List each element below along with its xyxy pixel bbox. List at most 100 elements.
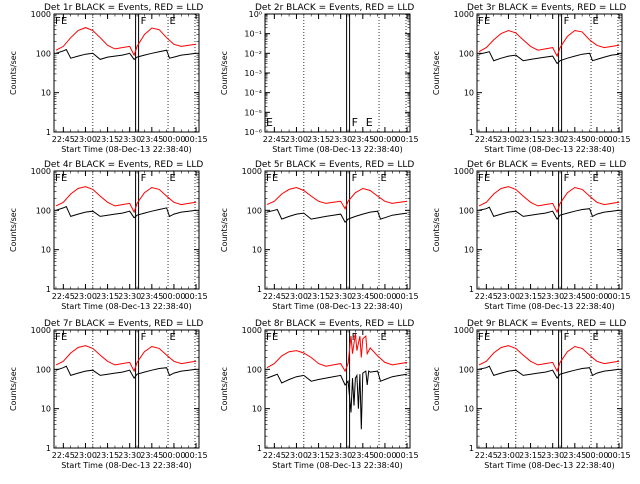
event-marker-label: F [478, 16, 484, 27]
chart-title: Det 9r BLACK = Events, RED = LLD [467, 319, 626, 329]
y-tick-label: 1 [46, 285, 51, 294]
chart-panel: Det 2r BLACK = Events, RED = LLD Counts/s… [220, 3, 419, 154]
x-tick-label: 00:15 [396, 451, 419, 460]
x-axis-label: Start Time (08-Dec-13 22:38:40) [272, 145, 403, 154]
events-series-line [478, 51, 620, 65]
x-tick-label: 00:00 [162, 135, 185, 144]
x-tick-label: 22:45 [52, 451, 75, 460]
event-marker-label: F [141, 332, 147, 343]
y-tick-label: 10⁻⁵ [244, 108, 262, 117]
x-tick-label: 23:00 [285, 451, 308, 460]
y-tick-label: 1000 [31, 167, 51, 176]
event-marker-label: F [564, 16, 570, 27]
y-tick-label: 100 [36, 365, 51, 374]
y-tick-label: 100 [36, 206, 51, 215]
x-tick-label: 00:00 [373, 135, 396, 144]
x-tick-label: 23:15 [519, 135, 542, 144]
event-marker-label: F [141, 173, 147, 184]
x-tick-label: 23:15 [307, 135, 330, 144]
event-marker-label: E [61, 332, 67, 343]
event-marker-label: E [381, 332, 387, 343]
y-axis-label: Counts/sec [9, 367, 18, 411]
x-tick-label: 00:15 [608, 135, 631, 144]
x-tick-label: 00:00 [585, 135, 608, 144]
chart-panel: Det 6r BLACK = Events, RED = LLD Counts/s… [432, 160, 631, 311]
chart-panel: Det 3r BLACK = Events, RED = LLD Counts/s… [432, 3, 631, 154]
x-tick-label: 22:45 [52, 135, 75, 144]
y-tick-label: 10⁻³ [244, 69, 262, 78]
x-tick-label: 23:30 [329, 292, 352, 301]
y-tick-label: 10⁰ [249, 10, 262, 19]
event-marker-label: F [352, 173, 358, 184]
event-marker-label: E [366, 116, 373, 129]
x-tick-label: 23:00 [497, 292, 520, 301]
event-marker-label: E [484, 16, 490, 27]
chart-panel: Det 5r BLACK = Events, RED = LLD Counts/s… [220, 160, 419, 311]
events-series-line [55, 48, 197, 61]
x-tick-label: 23:15 [307, 451, 330, 460]
event-marker-label: F [478, 332, 484, 343]
x-tick-label: 23:30 [118, 135, 141, 144]
x-axis-label: Start Time (08-Dec-13 22:38:40) [484, 302, 615, 311]
y-tick-label: 10 [41, 246, 51, 255]
y-tick-label: 1000 [454, 167, 474, 176]
event-marker-label: E [593, 332, 599, 343]
y-axis-label: Counts/sec [220, 51, 229, 95]
event-marker-label: F [141, 16, 147, 27]
event-marker-label: E [272, 173, 278, 184]
y-tick-label: 1 [257, 285, 262, 294]
chart-title: Det 2r BLACK = Events, RED = LLD [255, 3, 414, 13]
y-tick-label: 10⁻⁶ [244, 128, 262, 137]
y-tick-label: 10 [464, 405, 474, 414]
y-axis-label: Counts/sec [220, 208, 229, 252]
x-axis-label: Start Time (08-Dec-13 22:38:40) [272, 302, 403, 311]
y-axis-label: Counts/sec [9, 208, 18, 252]
event-marker-label: E [170, 16, 176, 27]
x-tick-label: 23:15 [96, 292, 119, 301]
x-tick-label: 23:00 [285, 292, 308, 301]
x-tick-label: 23:00 [74, 135, 97, 144]
x-tick-label: 22:45 [52, 292, 75, 301]
y-tick-label: 1000 [31, 10, 51, 19]
y-tick-label: 10 [252, 246, 262, 255]
events-series-line [266, 208, 408, 224]
x-axis-label: Start Time (08-Dec-13 22:38:40) [61, 302, 192, 311]
x-tick-label: 23:30 [541, 292, 564, 301]
x-tick-label: 23:30 [329, 451, 352, 460]
x-tick-label: 00:00 [373, 451, 396, 460]
events-series-line [55, 365, 197, 380]
x-tick-label: 22:45 [263, 135, 286, 144]
x-tick-label: 23:00 [74, 451, 97, 460]
x-tick-label: 22:45 [263, 451, 286, 460]
lld-series-line [478, 186, 620, 214]
x-tick-label: 23:00 [497, 135, 520, 144]
x-tick-label: 23:15 [307, 292, 330, 301]
plot-frame [264, 13, 411, 133]
y-tick-label: 10⁻² [244, 49, 262, 58]
x-tick-label: 00:15 [185, 292, 208, 301]
chart-title: Det 4r BLACK = Events, RED = LLD [44, 160, 203, 170]
event-marker-label: E [170, 332, 176, 343]
event-marker-label: E [593, 16, 599, 27]
x-tick-label: 00:00 [585, 292, 608, 301]
y-tick-label: 10⁻⁴ [244, 89, 262, 98]
x-axis-label: Start Time (08-Dec-13 22:38:40) [61, 145, 192, 154]
plot-frame [476, 170, 623, 290]
plot-frame [53, 13, 200, 133]
x-axis-label: Start Time (08-Dec-13 22:38:40) [484, 145, 615, 154]
lld-series-line [478, 29, 620, 58]
x-tick-label: 23:45 [351, 292, 374, 301]
x-tick-label: 23:15 [519, 292, 542, 301]
x-tick-label: 00:00 [162, 451, 185, 460]
x-tick-label: 23:15 [96, 135, 119, 144]
x-tick-label: 23:45 [140, 292, 163, 301]
y-tick-label: 10 [252, 405, 262, 414]
y-tick-label: 10⁻¹ [244, 30, 262, 39]
x-tick-label: 00:00 [585, 451, 608, 460]
chart-panel: Det 4r BLACK = Events, RED = LLD Counts/s… [9, 160, 208, 311]
x-tick-label: 23:00 [74, 292, 97, 301]
event-marker-label: E [61, 16, 67, 27]
x-tick-label: 00:15 [608, 292, 631, 301]
x-tick-label: 23:45 [351, 135, 374, 144]
